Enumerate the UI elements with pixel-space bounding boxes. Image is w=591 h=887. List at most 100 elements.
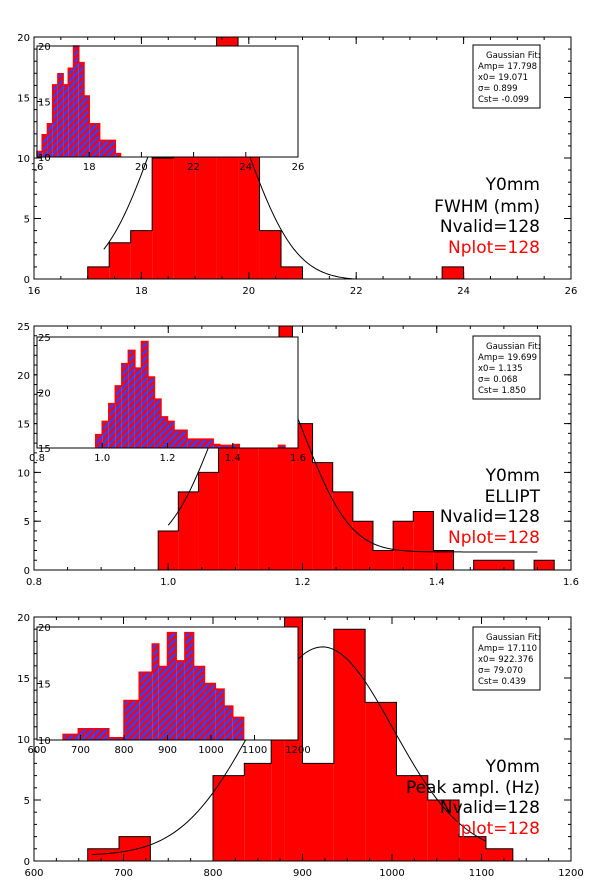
inset-x-tick-label: 600 (27, 745, 46, 756)
x-tick-label: 18 (135, 286, 148, 297)
fit-box-x0: x0= 19.071 (478, 73, 528, 83)
inset-histogram-bar (204, 683, 216, 740)
inset-histogram-bar (154, 399, 161, 448)
inset-histogram-outline (94, 340, 286, 448)
histogram-bar (396, 775, 428, 861)
inset-histogram-bar (47, 123, 53, 157)
y-tick-label: 0 (24, 566, 30, 577)
y-tick-label: 10 (17, 735, 30, 746)
histogram-bar (178, 491, 199, 570)
histogram-bar (413, 511, 434, 570)
inset-histogram-bar (152, 643, 159, 740)
inset-histogram-bar (99, 140, 116, 157)
inset-y-tick-label: 20 (38, 389, 51, 400)
y-tick-label: 15 (17, 94, 30, 105)
inset-x-tick-label: 1200 (285, 745, 310, 756)
histogram-bar (258, 413, 280, 570)
inset-histogram-bar (89, 123, 100, 157)
inset-x-tick-label: 1.2 (160, 453, 176, 464)
histogram-bar (259, 230, 282, 279)
y-tick-label: 20 (17, 613, 30, 624)
inset-histogram-bar (102, 421, 109, 448)
inset-histogram-bar (83, 95, 90, 157)
y-tick-label: 0 (24, 275, 30, 286)
fit-parameter-box (472, 335, 541, 400)
x-tick-label: 26 (565, 286, 578, 297)
inset-histogram-bar (167, 632, 177, 740)
inset-histogram-bar (134, 368, 142, 448)
inset-histogram-bar (193, 666, 205, 740)
inset-histogram-bar (176, 660, 185, 740)
nvalid-label: Nvalid=128 (440, 217, 540, 237)
histogram-bar (152, 158, 174, 279)
x-tick-label: 22 (350, 286, 363, 297)
inset-histogram-bar (52, 84, 58, 157)
x-tick-label: 20 (242, 286, 255, 297)
inset-histogram-bar (115, 153, 121, 157)
inset-histogram-bar (219, 445, 233, 448)
fit-box-x0: x0= 922.376 (478, 655, 533, 665)
inset-histogram-bar (68, 68, 74, 157)
inset-histogram-bar (184, 632, 194, 740)
fit-parameter-box (472, 44, 541, 109)
inset-histogram-bar (42, 134, 48, 157)
fit-parameter-box (472, 626, 541, 691)
inset-histogram-bar (278, 445, 285, 448)
x-tick-label: 1200 (558, 868, 583, 879)
inset-histogram-bar (124, 700, 140, 740)
inset-histogram-outline (62, 631, 245, 740)
inset-histogram-bar (139, 672, 153, 740)
inset-histogram-bar (174, 430, 188, 448)
histogram-bar (352, 521, 373, 570)
fit-box-cst: Cst= 1.850 (478, 386, 526, 396)
inset-histogram-bar (95, 434, 103, 448)
fit-box-amp: Amp= 17.798 (478, 62, 537, 72)
x-tick-label: 800 (203, 868, 222, 879)
y-tick-label: 5 (24, 796, 30, 807)
inset-x-tick-label: 1.6 (290, 453, 306, 464)
inset-histogram-bar (115, 385, 122, 448)
inset-histogram-bar (160, 416, 168, 448)
nplot-label: Nplot=128 (448, 528, 540, 548)
inset-histogram-bar (232, 717, 244, 740)
histogram-bar (332, 491, 353, 570)
x-tick-label: 1.2 (295, 577, 311, 588)
histogram-bar (271, 714, 285, 861)
inset-y-tick-label: 15 (38, 444, 51, 455)
inset-y-tick-label: 20 (38, 42, 51, 53)
inset-histogram-bar (37, 151, 43, 157)
x-tick-label: 700 (114, 868, 133, 879)
inset-x-tick-label: 22 (187, 162, 200, 173)
inset-x-tick-label: 16 (31, 162, 44, 173)
inset-x-tick-label: 1100 (242, 745, 267, 756)
inset-histogram-bar (73, 46, 79, 157)
position-label: Y0mm (485, 175, 540, 195)
histogram-bar (534, 560, 555, 570)
histogram-bar (427, 800, 460, 861)
inset-x-tick-label: 20 (135, 162, 148, 173)
x-tick-label: 1.4 (429, 577, 445, 588)
inset-histogram-bar (78, 62, 84, 157)
inset-x-tick-label: 18 (83, 162, 96, 173)
histogram-bar (87, 848, 120, 861)
histogram-bar (218, 433, 239, 570)
inset-y-tick-label: 20 (38, 623, 51, 634)
fit-box-x0: x0= 1.135 (478, 364, 523, 374)
histogram-bar (198, 472, 219, 570)
inset-x-tick-label: 800 (114, 745, 133, 756)
fit-box-title: Gaussian Fit: (486, 51, 541, 61)
y-tick-label: 5 (24, 215, 30, 226)
inset-x-tick-label: 700 (71, 745, 90, 756)
y-tick-label: 15 (17, 674, 30, 685)
nvalid-label: Nvalid=128 (440, 798, 540, 818)
histogram-bar (213, 775, 245, 861)
x-tick-label: 0.8 (26, 577, 42, 588)
panel-peak-ampl: 600 700 800 900 1000 1100 1200 0 5 10 15 20 600 700 80… (17, 613, 583, 879)
inset-histogram-bar (147, 376, 155, 448)
fit-box-sigma: σ= 0.068 (478, 375, 518, 385)
y-tick-label: 25 (17, 322, 30, 333)
inset-histogram-bar (57, 73, 64, 157)
fit-box-amp: Amp= 19.699 (478, 353, 537, 363)
y-tick-label: 10 (17, 468, 30, 479)
